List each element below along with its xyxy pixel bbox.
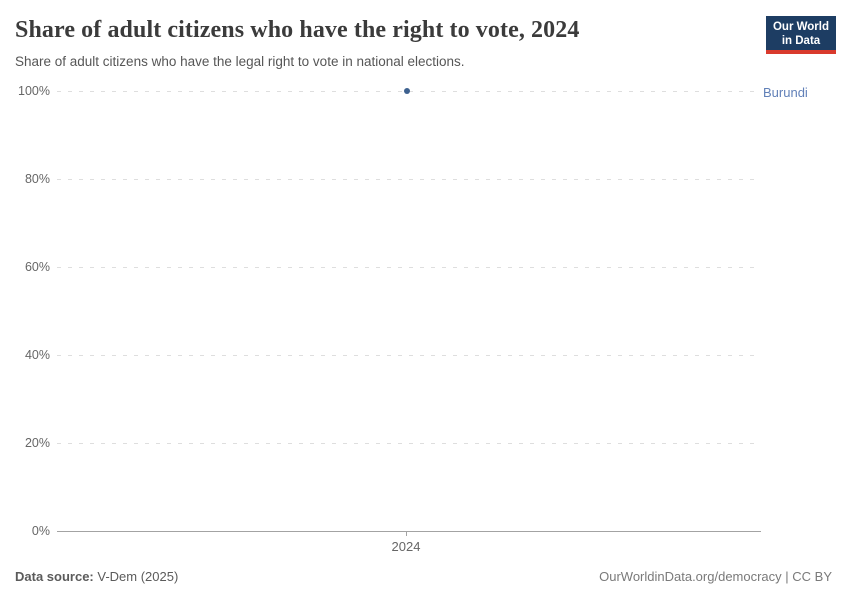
chart-subtitle: Share of adult citizens who have the leg…	[15, 54, 465, 69]
y-axis-tick-20: 20%	[24, 436, 50, 450]
y-axis-tick-100: 100%	[18, 84, 50, 98]
gridline-60	[57, 267, 761, 268]
entity-label-burundi[interactable]: Burundi	[763, 85, 808, 100]
y-axis-tick-0: 0%	[31, 524, 50, 538]
owid-logo[interactable]: Our World in Data	[766, 16, 836, 54]
gridline-40	[57, 355, 761, 356]
page-title: Share of adult citizens who have the rig…	[15, 17, 580, 43]
x-axis-tick-mark	[406, 532, 407, 536]
y-axis-tick-60: 60%	[24, 260, 50, 274]
y-axis-tick-80: 80%	[24, 172, 50, 186]
gridline-20	[57, 443, 761, 444]
gridline-80	[57, 179, 761, 180]
x-axis-line	[57, 531, 761, 532]
y-axis-tick-40: 40%	[24, 348, 50, 362]
x-axis-tick-2024: 2024	[391, 539, 421, 554]
data-source-value: V-Dem (2025)	[93, 569, 179, 584]
owid-logo-line1: Our World	[772, 21, 829, 33]
credit-link[interactable]: OurWorldinData.org/democracy | CC BY	[599, 569, 832, 584]
data-point-burundi-2024[interactable]	[404, 88, 410, 94]
data-source-label: Data source:	[15, 569, 94, 584]
data-source-note: Data source: V-Dem (2025)	[15, 569, 178, 584]
owid-logo-line2: in Data	[781, 35, 821, 47]
